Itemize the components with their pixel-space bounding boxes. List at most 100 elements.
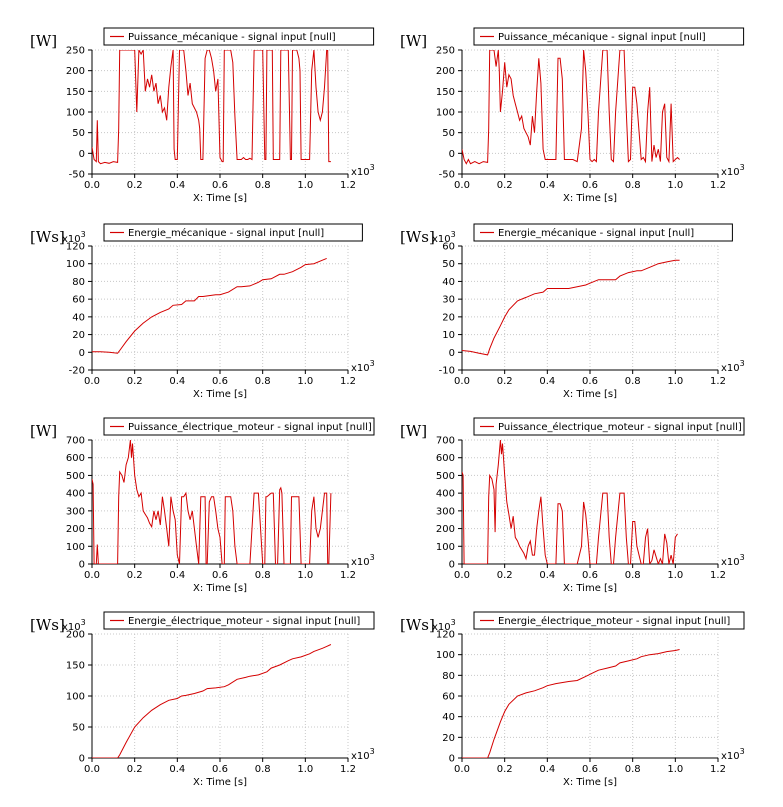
x-tick-label: 1.2 xyxy=(710,764,726,775)
x-tick-label: 0.8 xyxy=(625,764,641,775)
y-tick-label: 10 xyxy=(442,330,455,341)
x-tick-label: 0.2 xyxy=(497,764,513,775)
x-tick-label: 0.0 xyxy=(84,376,100,387)
y-tick-label: 250 xyxy=(66,46,85,57)
x-tick-label: 1.2 xyxy=(340,764,356,775)
legend-box xyxy=(473,223,733,242)
y-tick-label: 100 xyxy=(436,108,455,119)
chart-panel-7: 0.0 0.2 0.4 0.6 0.8 1.0 1.2050100150200x103x10… xyxy=(30,611,375,788)
y-multiplier: x103 xyxy=(62,618,86,633)
plot-area[interactable] xyxy=(92,246,348,370)
x-multiplier: x103 xyxy=(721,163,745,178)
y-tick-label: 20 xyxy=(442,733,455,744)
legend-label: Puissance_électrique_moteur - signal inp… xyxy=(128,421,372,433)
x-tick-label: 1.2 xyxy=(710,180,726,191)
y-tick-label: -20 xyxy=(69,366,85,377)
x-tick-label: 1.2 xyxy=(340,570,356,581)
legend-label: Puissance_mécanique - signal input [null… xyxy=(128,31,336,43)
y-tick-label: 120 xyxy=(66,242,85,253)
x-tick-label: 0.2 xyxy=(127,376,143,387)
y-tick-label: -50 xyxy=(69,170,85,181)
x-tick-label: 0.4 xyxy=(539,570,555,581)
x-tick-label: 0.0 xyxy=(84,764,100,775)
x-tick-label: 0.2 xyxy=(127,764,143,775)
series-line xyxy=(92,50,331,165)
legend-box xyxy=(103,611,375,630)
x-axis-label: X: Time [s] xyxy=(563,389,617,400)
x-multiplier: x103 xyxy=(351,747,375,762)
y-tick-label: 60 xyxy=(72,295,85,306)
series-line xyxy=(462,440,678,564)
chart-panel-4: 0.0 0.2 0.4 0.6 0.8 1.0 1.2-100102030405060x10… xyxy=(400,223,745,400)
x-tick-label: 1.0 xyxy=(297,570,313,581)
x-tick-label: 0.6 xyxy=(582,376,598,387)
y-tick-label: 40 xyxy=(442,277,455,288)
y-tick-label: 400 xyxy=(436,489,455,500)
y-tick-label: 100 xyxy=(66,108,85,119)
x-axis-label: X: Time [s] xyxy=(193,777,247,788)
chart-panel-2: 0.0 0.2 0.4 0.6 0.8 1.0 1.2 -50 0 50 100 150 200 250 x… xyxy=(400,27,745,204)
legend[interactable]: Energie_électrique_moteur - signal input… xyxy=(103,611,375,630)
y-tick-label: 100 xyxy=(66,542,85,553)
legend[interactable]: Energie_mécanique - signal input [null] xyxy=(473,223,733,242)
x-tick-label: 0.8 xyxy=(255,570,271,581)
x-axis-label: X: Time [s] xyxy=(563,193,617,204)
x-tick-label: 0.0 xyxy=(84,570,100,581)
x-tick-label: 0.4 xyxy=(169,376,185,387)
y-multiplier: x103 xyxy=(62,230,86,245)
y-tick-label: 400 xyxy=(66,489,85,500)
x-tick-label: 0.6 xyxy=(212,764,228,775)
chart-panel-5: 0.0 0.2 0.4 0.6 0.8 1.0 1.2 0 100 200 300 400 500 600… xyxy=(30,417,375,594)
series-line xyxy=(462,259,680,356)
series-line xyxy=(462,649,680,758)
y-tick-label: 0 xyxy=(79,348,85,359)
legend[interactable]: Energie_mécanique - signal input [null] xyxy=(103,223,363,242)
x-tick-label: 1.0 xyxy=(297,764,313,775)
plot-area[interactable] xyxy=(462,246,718,370)
y-unit-label: [W] xyxy=(30,422,57,440)
legend-label: Energie_électrique_moteur - signal input… xyxy=(128,615,360,627)
y-tick-label: 0 xyxy=(449,149,455,160)
y-tick-label: -50 xyxy=(439,170,455,181)
y-tick-label: 300 xyxy=(436,506,455,517)
y-tick-label: 100 xyxy=(436,542,455,553)
y-tick-label: -10 xyxy=(439,366,455,377)
x-tick-label: 0.8 xyxy=(625,570,641,581)
y-tick-label: 30 xyxy=(442,295,455,306)
y-tick-label: 200 xyxy=(66,66,85,77)
x-tick-label: 0.4 xyxy=(169,570,185,581)
y-multiplier: x103 xyxy=(432,618,456,633)
x-tick-label: 0.8 xyxy=(625,376,641,387)
x-tick-label: 0.2 xyxy=(127,180,143,191)
plot-area[interactable] xyxy=(462,440,718,564)
x-tick-label: 1.2 xyxy=(710,570,726,581)
y-tick-label: 100 xyxy=(436,650,455,661)
y-tick-label: 120 xyxy=(436,630,455,641)
y-tick-label: 0 xyxy=(449,754,455,765)
y-tick-label: 0 xyxy=(79,754,85,765)
y-unit-label: [W] xyxy=(400,32,427,50)
y-unit-label: [Ws] xyxy=(30,228,65,246)
x-axis-label: X: Time [s] xyxy=(563,583,617,594)
legend[interactable]: Puissance_mécanique - signal input [null… xyxy=(473,27,745,46)
legend[interactable]: Puissance_électrique_moteur - signal inp… xyxy=(103,417,375,436)
legend-label: Energie_électrique_moteur - signal input… xyxy=(498,615,730,627)
legend-label: Energie_mécanique - signal input [null] xyxy=(128,227,324,239)
legend[interactable]: Puissance_électrique_moteur - signal inp… xyxy=(473,417,745,436)
y-tick-label: 150 xyxy=(66,661,85,672)
legend-box xyxy=(473,611,745,630)
x-tick-label: 1.0 xyxy=(667,376,683,387)
legend[interactable]: Energie_électrique_moteur - signal input… xyxy=(473,611,745,630)
x-tick-label: 0.4 xyxy=(169,764,185,775)
y-unit-label: [W] xyxy=(30,32,57,50)
y-tick-label: 300 xyxy=(66,506,85,517)
x-axis-label: X: Time [s] xyxy=(193,193,247,204)
x-tick-label: 0.6 xyxy=(212,570,228,581)
y-tick-label: 200 xyxy=(66,630,85,641)
y-tick-label: 250 xyxy=(436,46,455,57)
y-tick-label: 50 xyxy=(72,128,85,139)
y-tick-label: 0 xyxy=(79,149,85,160)
legend[interactable]: Puissance_mécanique - signal input [null… xyxy=(103,27,375,46)
x-tick-label: 0.6 xyxy=(582,570,598,581)
